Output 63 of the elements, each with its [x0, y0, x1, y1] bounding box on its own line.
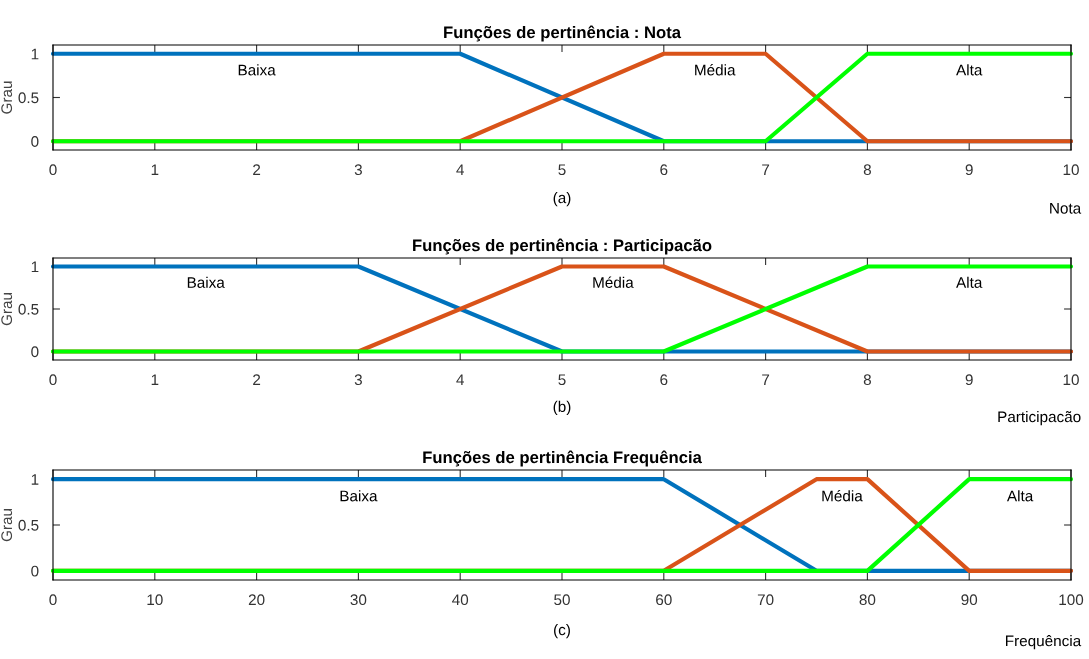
x-tick-label: 5 [558, 164, 566, 176]
series-label: Baixa [340, 490, 378, 502]
x-tick-label: 7 [762, 374, 770, 385]
x-tick-label: 8 [863, 374, 871, 386]
y-axis-title: Grau [1, 81, 13, 114]
y-tick-label: 1 [31, 48, 39, 60]
text: (c) [554, 624, 570, 639]
chart-title: Funções de pertinência : Nota [444, 25, 682, 42]
x-tick-label: 8 [863, 164, 871, 176]
x-tick-label: 20 [248, 594, 265, 606]
y-axis-title: Grau [1, 509, 13, 542]
x-tick-label: 100 [1059, 594, 1084, 606]
x-tick-label: 80 [859, 594, 876, 606]
x-tick-label: 30 [350, 594, 367, 606]
x-tick-label: 1 [151, 164, 159, 175]
series-label: Média [593, 276, 634, 288]
x-tick-label: 90 [961, 594, 978, 606]
x-tick-label: 6 [660, 164, 668, 176]
series-label: Média [695, 64, 736, 76]
y-tick-label: 0 [31, 346, 39, 358]
x-axis-title: Frequência [1006, 635, 1082, 650]
x-tick-label: 9 [965, 374, 973, 386]
y-tick-label: 1 [31, 474, 39, 485]
x-tick-label: 0 [49, 374, 57, 386]
y-tick-label: 0.5 [18, 519, 39, 531]
x-tick-label: 10 [1063, 164, 1079, 176]
x-tick-label: 50 [554, 594, 570, 606]
x-tick-label: 3 [354, 164, 362, 176]
series-label: Média [822, 489, 863, 502]
y-tick-label: 0.5 [18, 303, 39, 315]
y-tick-label: 1 [31, 261, 39, 273]
x-tick-label: 40 [452, 594, 469, 606]
x-axis-title: Participacão [998, 411, 1081, 426]
series-label: Alta [956, 64, 983, 76]
x-tick-label: 6 [660, 374, 668, 386]
text: (a) [553, 192, 571, 207]
x-tick-label: 70 [757, 594, 774, 606]
series-label: Alta [1006, 490, 1034, 502]
text: (b) [553, 400, 571, 416]
chart-title: Funções de pertinência Frequência [423, 450, 702, 467]
x-tick-label: 10 [1063, 374, 1079, 386]
x-tick-label: 2 [253, 374, 261, 385]
y-tick-label: 0.5 [18, 92, 39, 104]
y-tick-label: 0 [31, 565, 39, 577]
y-axis-title: Grau [1, 293, 13, 326]
series-label: Baixa [238, 64, 276, 76]
x-tick-label: 9 [965, 164, 973, 176]
x-tick-label: 10 [147, 594, 163, 606]
series-label: Alta [956, 276, 983, 288]
x-tick-label: 0 [49, 594, 57, 606]
chart-title: Funções de pertinência : Participacão [413, 238, 712, 255]
x-tick-label: 7 [762, 164, 770, 175]
x-tick-label: 0 [49, 164, 57, 176]
y-tick-label: 0 [31, 136, 39, 147]
x-axis-title: Nota [1050, 203, 1082, 214]
x-tick-label: 4 [456, 164, 464, 175]
series-label: Baixa [187, 276, 225, 288]
x-tick-label: 60 [656, 594, 672, 606]
x-tick-label: 4 [456, 374, 464, 385]
x-tick-label: 5 [558, 374, 566, 386]
x-tick-label: 1 [151, 374, 159, 385]
x-tick-label: 2 [253, 164, 261, 175]
x-tick-label: 3 [354, 374, 362, 386]
